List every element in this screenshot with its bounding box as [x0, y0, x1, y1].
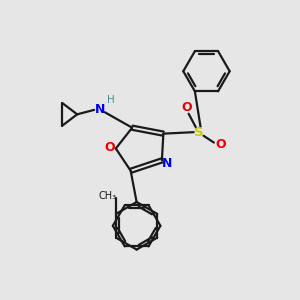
- Text: N: N: [95, 103, 105, 116]
- Text: CH₃: CH₃: [99, 191, 117, 201]
- Text: N: N: [162, 157, 172, 170]
- Text: S: S: [194, 126, 204, 139]
- Text: H: H: [107, 95, 115, 105]
- Text: O: O: [104, 140, 115, 154]
- Text: O: O: [182, 101, 193, 114]
- Text: O: O: [215, 138, 226, 151]
